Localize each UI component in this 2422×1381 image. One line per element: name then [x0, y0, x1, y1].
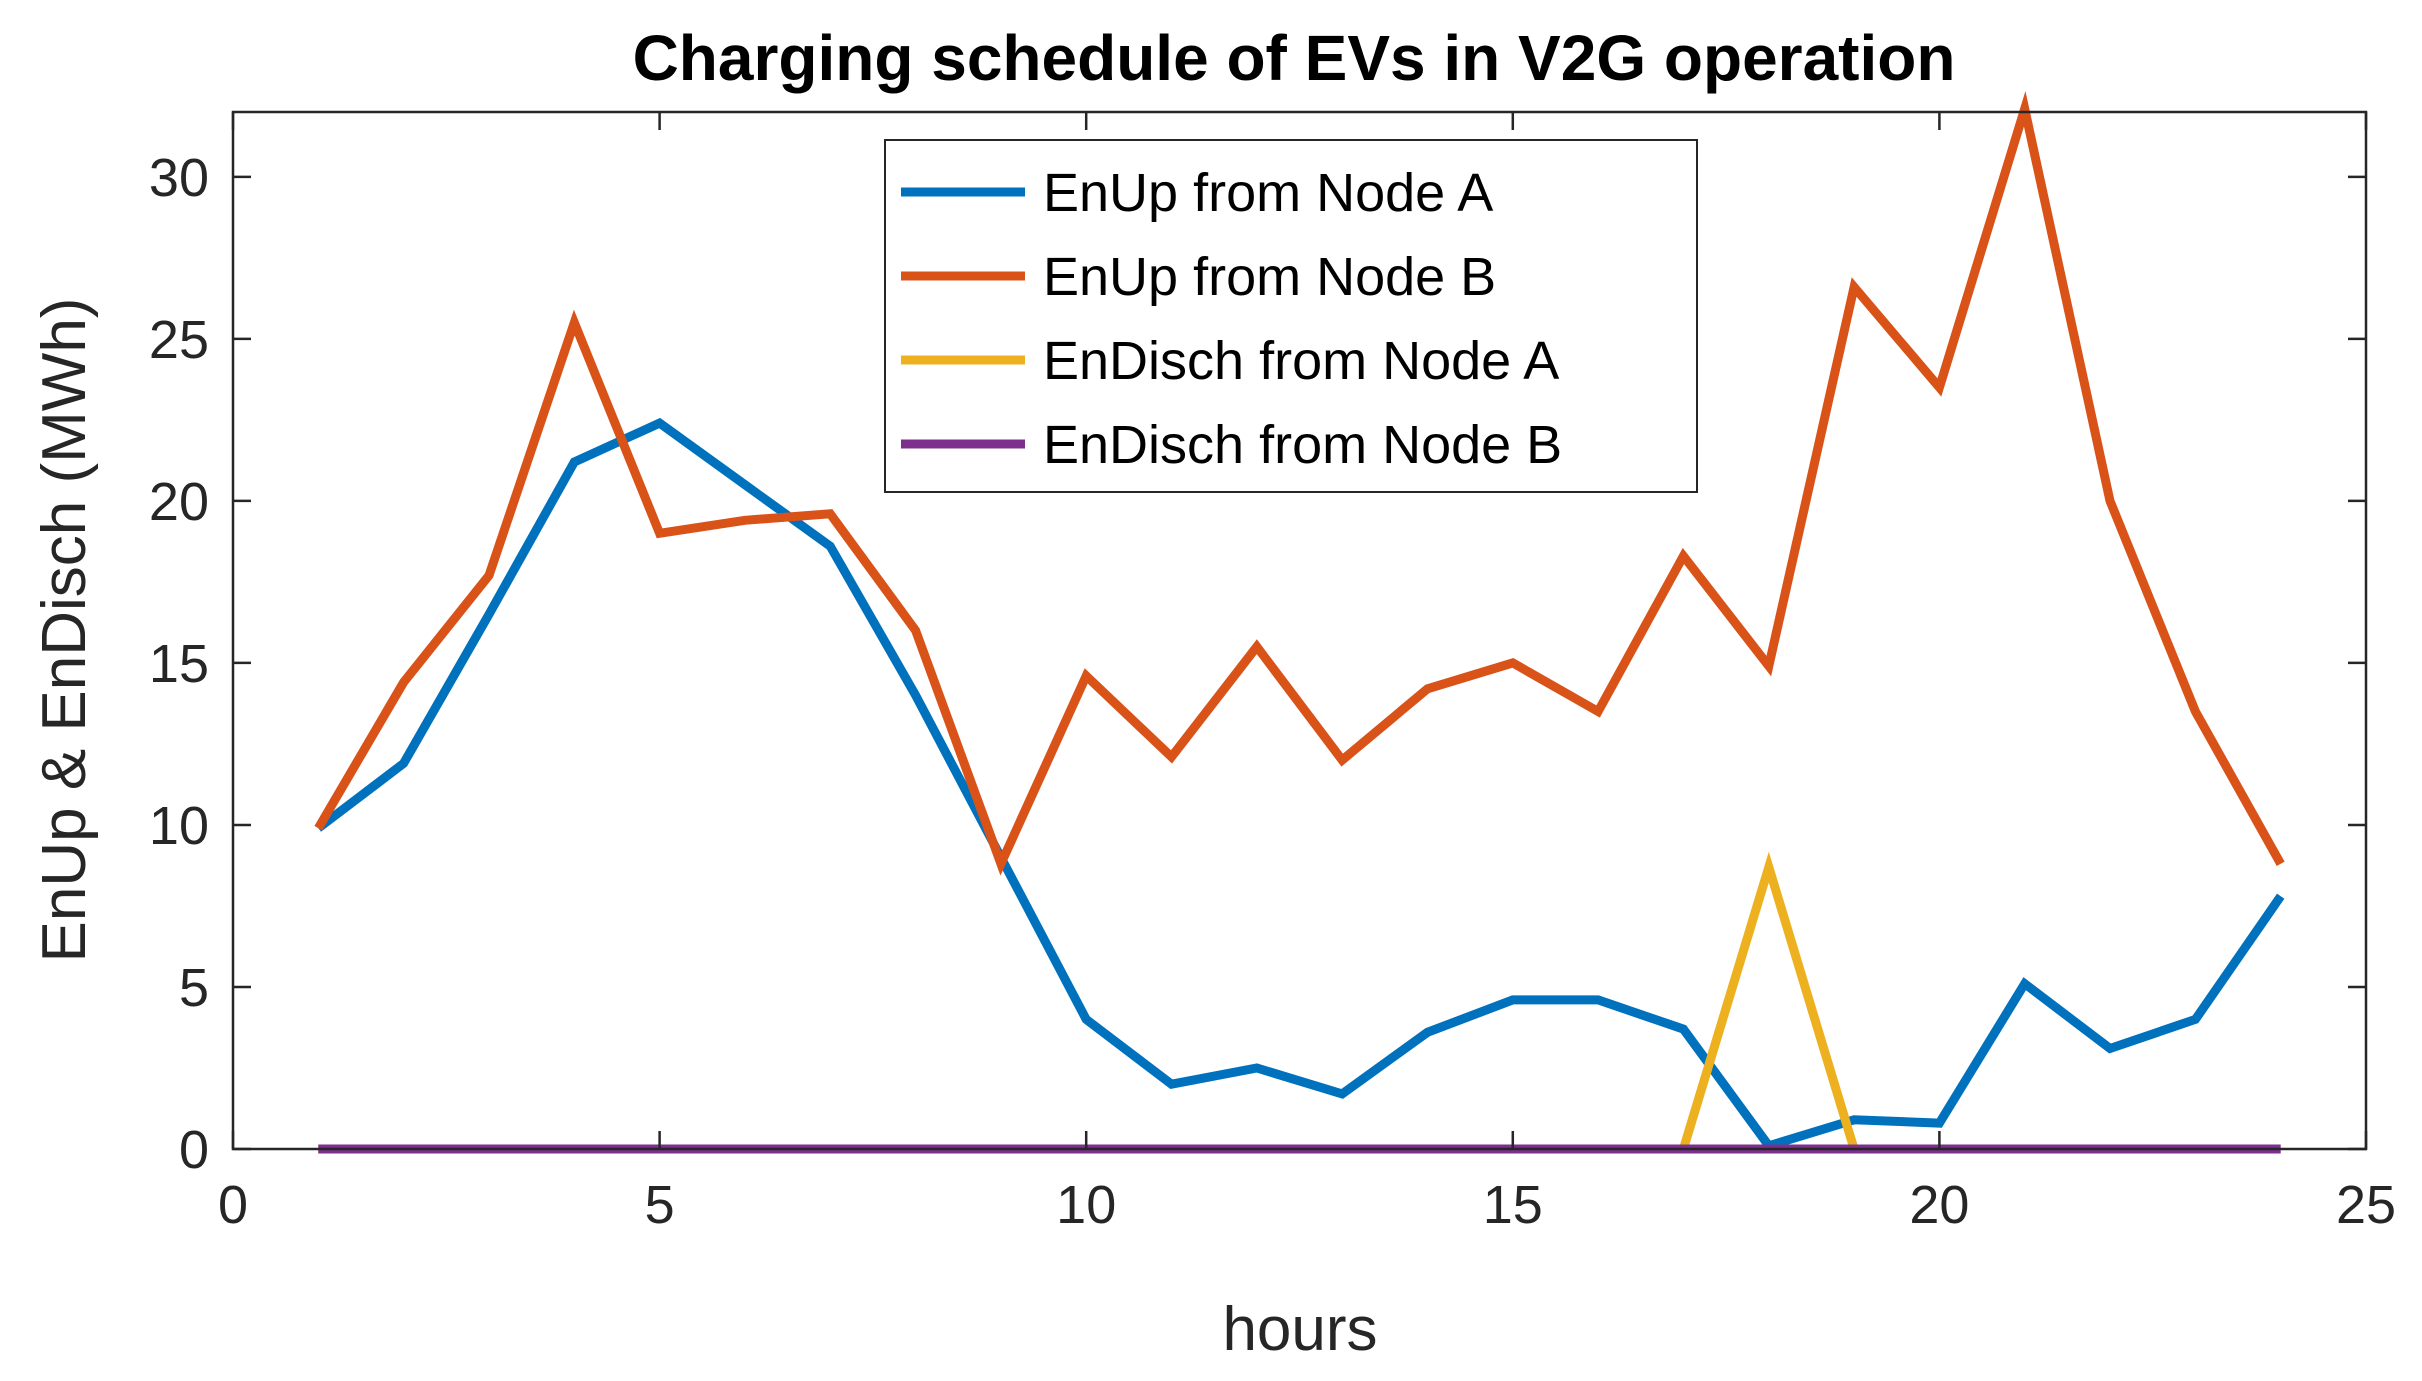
series-line-enup-from-node-a — [315, 417, 2285, 1152]
legend-entry-label: EnDisch from Node A — [1043, 331, 1559, 391]
legend-box — [884, 139, 1698, 493]
x-tick-label: 15 — [1483, 1175, 1543, 1235]
x-tick-label: 20 — [1909, 1175, 1969, 1235]
x-tick-label: 0 — [218, 1175, 248, 1235]
y-axis-label: EnUp & EnDisch (MWh) — [30, 298, 99, 963]
y-tick-label: 20 — [149, 472, 209, 532]
plot-frame — [231, 110, 2368, 1151]
ticks-layer: 0 5 10 15 20 25 0 5 10 15 20 25 30 — [149, 112, 2396, 1235]
y-tick-label: 30 — [149, 148, 209, 208]
y-tick-label: 10 — [149, 796, 209, 856]
y-tick-label: 25 — [149, 310, 209, 370]
legend: EnUp from Node A EnUp from Node B EnDisch … — [884, 139, 1698, 493]
x-tick-label: 5 — [645, 1175, 675, 1235]
legend-entry-label: EnDisch from Node B — [1043, 415, 1562, 475]
legend-entry-label: EnUp from Node A — [1043, 163, 1493, 223]
series-line-enup-from-node-b — [314, 91, 2285, 876]
y-tick-label: 5 — [179, 958, 209, 1018]
y-tick-label: 0 — [179, 1120, 209, 1180]
chart-title: Charging schedule of EVs in V2G operatio… — [633, 22, 1956, 94]
legend-entry-label: EnUp from Node B — [1043, 247, 1496, 307]
x-axis-label: hours — [1222, 1295, 1377, 1364]
y-tick-label: 15 — [149, 634, 209, 694]
x-tick-label: 25 — [2336, 1175, 2396, 1235]
x-tick-label: 10 — [1056, 1175, 1116, 1235]
